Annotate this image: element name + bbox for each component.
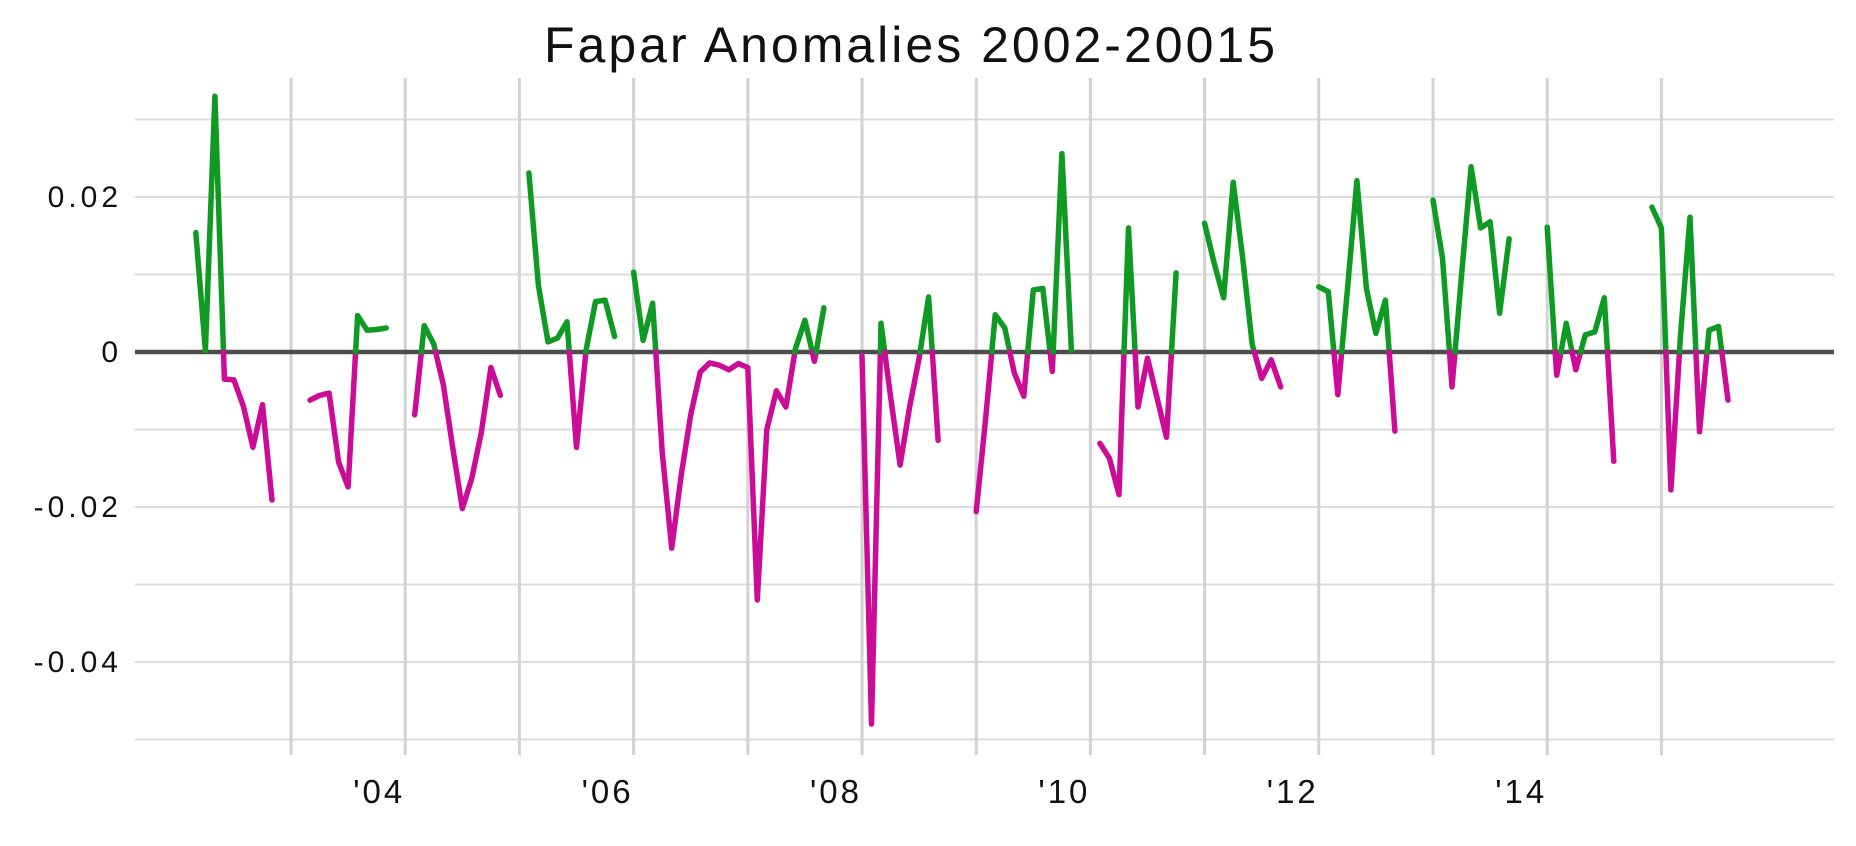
series-negative-segment xyxy=(1047,349,1056,375)
series-negative-segment xyxy=(653,349,798,603)
x-tick-label: '12 xyxy=(1267,773,1319,810)
x-tick-label: '08 xyxy=(810,773,862,810)
series-negative-segment xyxy=(1446,349,1458,390)
series-positive-segment xyxy=(1168,270,1179,355)
series-negative-segment xyxy=(307,349,359,490)
x-tick-label: '14 xyxy=(1495,773,1547,810)
series-negative-segment xyxy=(1719,349,1731,403)
series-negative-segment xyxy=(220,349,275,503)
series-negative-segment xyxy=(411,349,425,418)
x-tick-label: '10 xyxy=(1038,773,1090,810)
series-negative-segment xyxy=(432,349,504,512)
series-positive-segment xyxy=(418,322,439,355)
series-negative-segment xyxy=(1663,349,1683,493)
series-positive-segment xyxy=(1676,214,1699,355)
series-positive-segment xyxy=(1316,284,1337,355)
series-positive-segment xyxy=(583,297,618,355)
y-tick-label: -0.04 xyxy=(34,646,122,679)
series-positive-segment xyxy=(1452,164,1512,355)
series-positive-segment xyxy=(1704,323,1725,355)
series-negative-segment xyxy=(929,349,941,444)
series-negative-segment xyxy=(1569,349,1584,373)
series-negative-segment xyxy=(1552,349,1564,379)
x-tick-label: '04 xyxy=(353,773,405,810)
series-positive-segment xyxy=(1024,285,1053,355)
series-negative-segment xyxy=(973,349,995,515)
series-positive-segment xyxy=(1050,150,1075,355)
series-positive-segment xyxy=(1121,225,1138,355)
series-positive-segment xyxy=(193,93,227,355)
series-positive-segment xyxy=(526,170,573,355)
series-negative-segment xyxy=(859,349,884,727)
x-tick-label: '06 xyxy=(582,773,634,810)
series-negative-segment xyxy=(1007,349,1031,399)
series-positive-segment xyxy=(813,305,827,355)
series-positive-segment xyxy=(1558,320,1575,355)
series-negative-segment xyxy=(1693,349,1710,435)
series-negative-segment xyxy=(566,349,589,451)
series-positive-segment xyxy=(917,294,936,355)
series-negative-segment xyxy=(1604,349,1617,465)
series-negative-segment xyxy=(1132,349,1175,441)
series-negative-segment xyxy=(1097,349,1127,498)
series-positive-segment xyxy=(352,312,389,355)
series-positive-segment xyxy=(1649,204,1669,355)
y-tick-label: 0 xyxy=(101,336,122,369)
series-negative-segment xyxy=(1251,349,1284,390)
series-positive-segment xyxy=(1338,177,1392,355)
y-tick-label: 0.02 xyxy=(48,181,122,214)
series-positive-segment xyxy=(877,320,888,355)
chart-title: Fapar Anomalies 2002-20015 xyxy=(543,17,1279,73)
y-tick-label: -0.02 xyxy=(34,491,122,524)
series-positive-segment xyxy=(989,312,1013,355)
series-positive-segment xyxy=(1430,197,1453,355)
series-positive-segment xyxy=(1577,295,1611,355)
series-positive-segment xyxy=(1201,179,1258,355)
series-positive-segment xyxy=(792,317,816,355)
series-positive-segment xyxy=(1544,224,1558,355)
series-negative-segment xyxy=(1386,349,1398,434)
series-negative-segment xyxy=(1331,349,1345,398)
series-positive-segment xyxy=(630,269,659,355)
series-negative-segment xyxy=(809,349,819,365)
series-negative-segment xyxy=(881,349,923,468)
